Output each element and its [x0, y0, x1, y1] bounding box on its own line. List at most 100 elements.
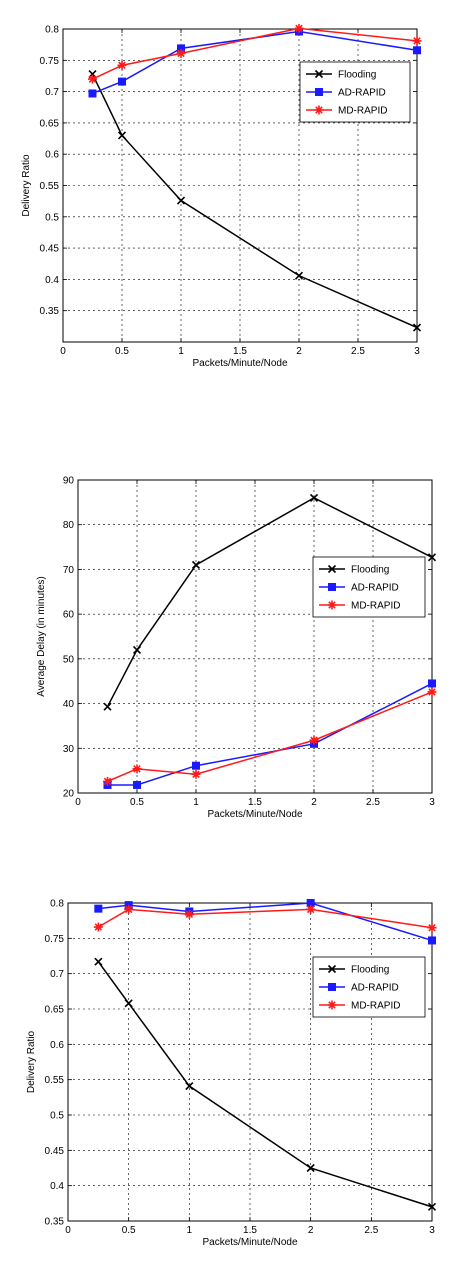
data-point — [103, 776, 112, 786]
legend-marker — [327, 600, 337, 610]
chart-1: 0 0.5 1 1.5 2 2.5 30.350.40.450.50.550.60.650.… — [21, 23, 422, 369]
data-point — [191, 560, 201, 570]
x-tick-label: 2.5 — [364, 1225, 378, 1236]
x-tick-label: 0.5 — [130, 797, 144, 808]
plot-border — [67, 902, 433, 1222]
data-point — [428, 936, 436, 945]
series-flooding — [94, 957, 437, 1211]
y-tick-label: 0.45 — [40, 244, 60, 255]
y-tick-label: 0.55 — [40, 181, 60, 192]
x-tick-label: 1.5 — [243, 1225, 257, 1236]
data-point — [184, 909, 194, 919]
x-tick-label: 0 — [65, 1225, 71, 1236]
x-axis-label: Packets/Minute/Node — [207, 809, 302, 820]
data-point — [185, 1081, 194, 1091]
legend-label: MD-RAPID — [351, 1001, 400, 1012]
x-tick-label: 0 — [60, 346, 66, 357]
x-tick-label: 2 — [308, 1225, 314, 1236]
x-tick-label: 2 — [311, 797, 317, 808]
x-axis-label: Packets/Minute/Node — [192, 358, 287, 369]
chart-3: 0 0.5 1 1.5 2 2.5 30.350.40.450.50.550.60.650.… — [26, 899, 437, 1248]
series-md-rapid — [88, 23, 422, 84]
legend: Flooding AD-RAPID MD-RAPID — [299, 61, 411, 123]
data-point — [93, 922, 103, 932]
plot-border — [62, 28, 418, 343]
x-axis-label: Packets/Minute/Node — [202, 1237, 297, 1248]
x-tick-label: 3 — [429, 1225, 435, 1236]
y-tick-label: 70 — [63, 565, 75, 576]
legend-label: AD-RAPID — [351, 583, 399, 594]
x-tick-label: 1.5 — [233, 346, 247, 357]
data-point — [427, 923, 437, 933]
y-tick-label: 0.5 — [50, 1111, 64, 1122]
y-tick-label: 0.6 — [50, 1040, 64, 1051]
legend-marker — [314, 105, 324, 115]
legend-marker — [328, 583, 336, 591]
data-point — [309, 735, 319, 745]
x-tick-label: 2.5 — [351, 346, 365, 357]
y-axis-label: Delivery Ratio — [21, 154, 32, 217]
y-tick-label: 40 — [63, 699, 75, 710]
legend-marker — [328, 983, 336, 991]
x-axis: 0 0.5 1 1.5 2 2.5 3 — [75, 480, 435, 808]
legend-label: MD-RAPID — [351, 601, 400, 612]
series-md-rapid — [103, 687, 437, 786]
data-point — [306, 904, 316, 914]
data-point — [176, 196, 186, 205]
y-tick-label: 0.7 — [50, 969, 64, 980]
y-axis-label: Average Delay (in minutes) — [36, 576, 47, 696]
x-tick-label: 3 — [414, 346, 420, 357]
data-point — [176, 48, 186, 58]
data-point — [412, 323, 422, 332]
y-tick-label: 60 — [63, 610, 75, 621]
legend-marker — [314, 69, 324, 79]
legend: Flooding AD-RAPID MD-RAPID — [312, 556, 426, 618]
data-point — [294, 271, 304, 280]
data-point — [427, 553, 437, 562]
y-tick-label: 0.55 — [45, 1075, 65, 1086]
y-tick-label: 0.35 — [45, 1217, 65, 1228]
data-point — [94, 957, 103, 966]
y-tick-label: 0.75 — [40, 56, 60, 67]
data-point — [413, 46, 421, 55]
legend-marker — [327, 564, 337, 574]
data-point — [427, 687, 437, 697]
data-point — [192, 761, 200, 770]
y-tick-label: 0.4 — [45, 275, 59, 286]
data-point — [117, 131, 127, 140]
plot-border — [77, 479, 433, 794]
y-tick-label: 20 — [63, 789, 75, 800]
legend-label: MD-RAPID — [338, 106, 387, 117]
y-tick-label: 0.5 — [45, 212, 59, 223]
data-point — [133, 780, 141, 789]
legend-marker — [327, 1000, 337, 1010]
y-tick-label: 0.7 — [45, 87, 59, 98]
y-axis: 0.35 0.4 0.45 0.5 0.55 0.6 0.65 0.7 0.75 0.8 — [45, 899, 432, 1228]
y-axis-label: Delivery Ratio — [26, 1030, 37, 1093]
x-tick-label: 1 — [193, 797, 199, 808]
data-point — [294, 23, 304, 33]
y-tick-label: 0.65 — [45, 1005, 65, 1016]
x-tick-label: 0.5 — [122, 1225, 136, 1236]
y-tick-label: 50 — [63, 654, 75, 665]
y-tick-label: 0.35 — [40, 306, 60, 317]
series-md-rapid — [93, 904, 437, 933]
legend-marker — [315, 88, 323, 96]
data-point — [88, 74, 97, 84]
y-tick-label: 0.8 — [50, 899, 64, 910]
data-point — [94, 904, 103, 913]
x-tick-label: 1.5 — [248, 797, 262, 808]
y-tick-label: 0.6 — [45, 150, 59, 161]
y-tick-label: 0.75 — [45, 934, 65, 945]
series-flooding — [88, 70, 422, 332]
data-point — [124, 904, 134, 914]
data-point — [428, 679, 436, 688]
data-point — [88, 89, 97, 98]
x-tick-label: 0 — [75, 797, 81, 808]
y-tick-label: 0.4 — [50, 1181, 64, 1192]
y-tick-label: 80 — [63, 520, 75, 531]
x-tick-label: 0.5 — [115, 346, 129, 357]
legend-label: Flooding — [351, 965, 389, 976]
data-point — [117, 60, 127, 70]
